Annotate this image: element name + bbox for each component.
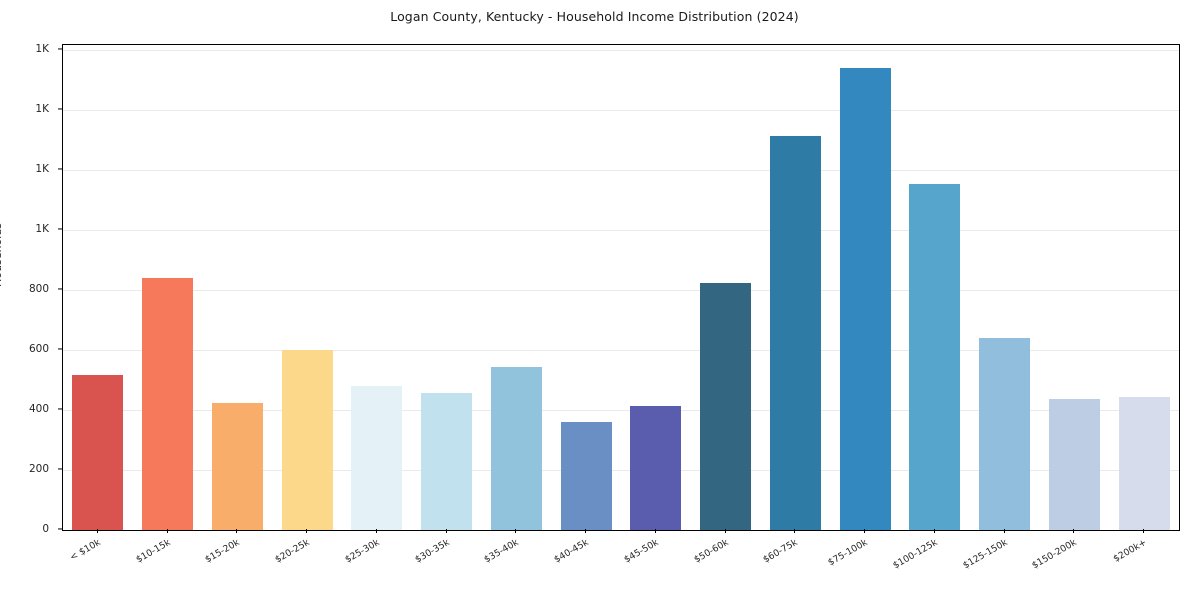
x-tick-label: $125-150k [960,537,1010,572]
chart-title: Logan County, Kentucky - Household Incom… [390,9,799,24]
x-tick-label: $75-100k [826,537,870,569]
x-tick-label: $35-40k [482,537,521,566]
y-tick-label: 200 [28,463,49,475]
plot-area [62,44,1180,531]
y-tick-mark [58,48,62,50]
y-tick-label: 1K [35,163,49,176]
x-tick-mark [864,529,866,533]
bar[interactable] [700,283,752,530]
bar[interactable] [421,392,473,530]
x-tick-mark [1073,529,1075,533]
x-tick-label: < $10k [67,537,103,564]
y-tick-mark [58,288,62,290]
x-tick-mark [306,529,308,533]
x-tick-label: $150-200k [1030,537,1079,572]
bar[interactable] [351,385,403,530]
bar[interactable] [490,366,542,530]
x-tick-mark [933,529,935,533]
y-tick-mark [58,348,62,350]
x-tick-mark [585,529,587,533]
x-tick-mark [1003,529,1005,533]
x-tick-mark [724,529,726,533]
bars-layer [63,45,1179,530]
y-tick-mark [58,168,62,170]
bar[interactable] [142,278,194,530]
bar[interactable] [72,375,124,530]
y-tick-label: 1K [35,43,49,56]
bar[interactable] [1048,399,1100,530]
y-axis: 0 200 400 600 800 1K 1K 1K 1K [0,43,62,535]
y-tick-label: 1K [35,103,49,116]
y-tick-mark [58,108,62,110]
bar[interactable] [560,422,612,530]
x-axis: < $10k $10-15k $15-20k $20-25k $25-30k $30-35… [62,529,1178,590]
y-tick-label: 400 [28,403,49,416]
bar[interactable] [630,406,682,530]
y-tick-label: 600 [28,343,49,356]
x-tick-mark [166,529,168,533]
x-tick-mark [236,529,238,533]
x-tick-label: $200k+ [1111,537,1149,565]
bar[interactable] [211,403,263,530]
y-tick-mark [58,468,62,470]
y-tick-mark [58,528,62,530]
x-tick-label: $40-45k [552,537,591,566]
y-tick-mark [58,408,62,410]
x-tick-mark [375,529,377,533]
y-tick-mark [58,228,62,230]
x-tick-label: $30-35k [412,537,452,566]
y-tick-label: 0 [42,523,49,535]
x-tick-label: $10-15k [133,537,173,566]
x-tick-mark [515,529,517,533]
bar[interactable] [1118,397,1170,530]
x-tick-label: $100-125k [890,537,940,572]
bar[interactable] [281,350,333,530]
x-tick-mark [96,529,98,533]
x-tick-mark [654,529,656,533]
bar[interactable] [909,184,961,530]
y-tick-label: 800 [28,283,49,296]
bar[interactable] [979,337,1031,530]
x-tick-label: $45-50k [622,537,661,566]
x-tick-label: $50-60k [691,537,731,566]
bar[interactable] [769,136,821,530]
x-tick-label: $25-30k [343,537,382,566]
x-tick-label: $15-20k [203,537,242,566]
x-tick-mark [445,529,447,533]
bar[interactable] [839,68,891,530]
x-tick-mark [794,529,796,533]
x-tick-label: $60-75k [761,537,800,566]
y-tick-label: 1K [35,223,49,236]
x-tick-mark [1143,529,1145,533]
x-tick-label: $20-25k [273,537,312,566]
